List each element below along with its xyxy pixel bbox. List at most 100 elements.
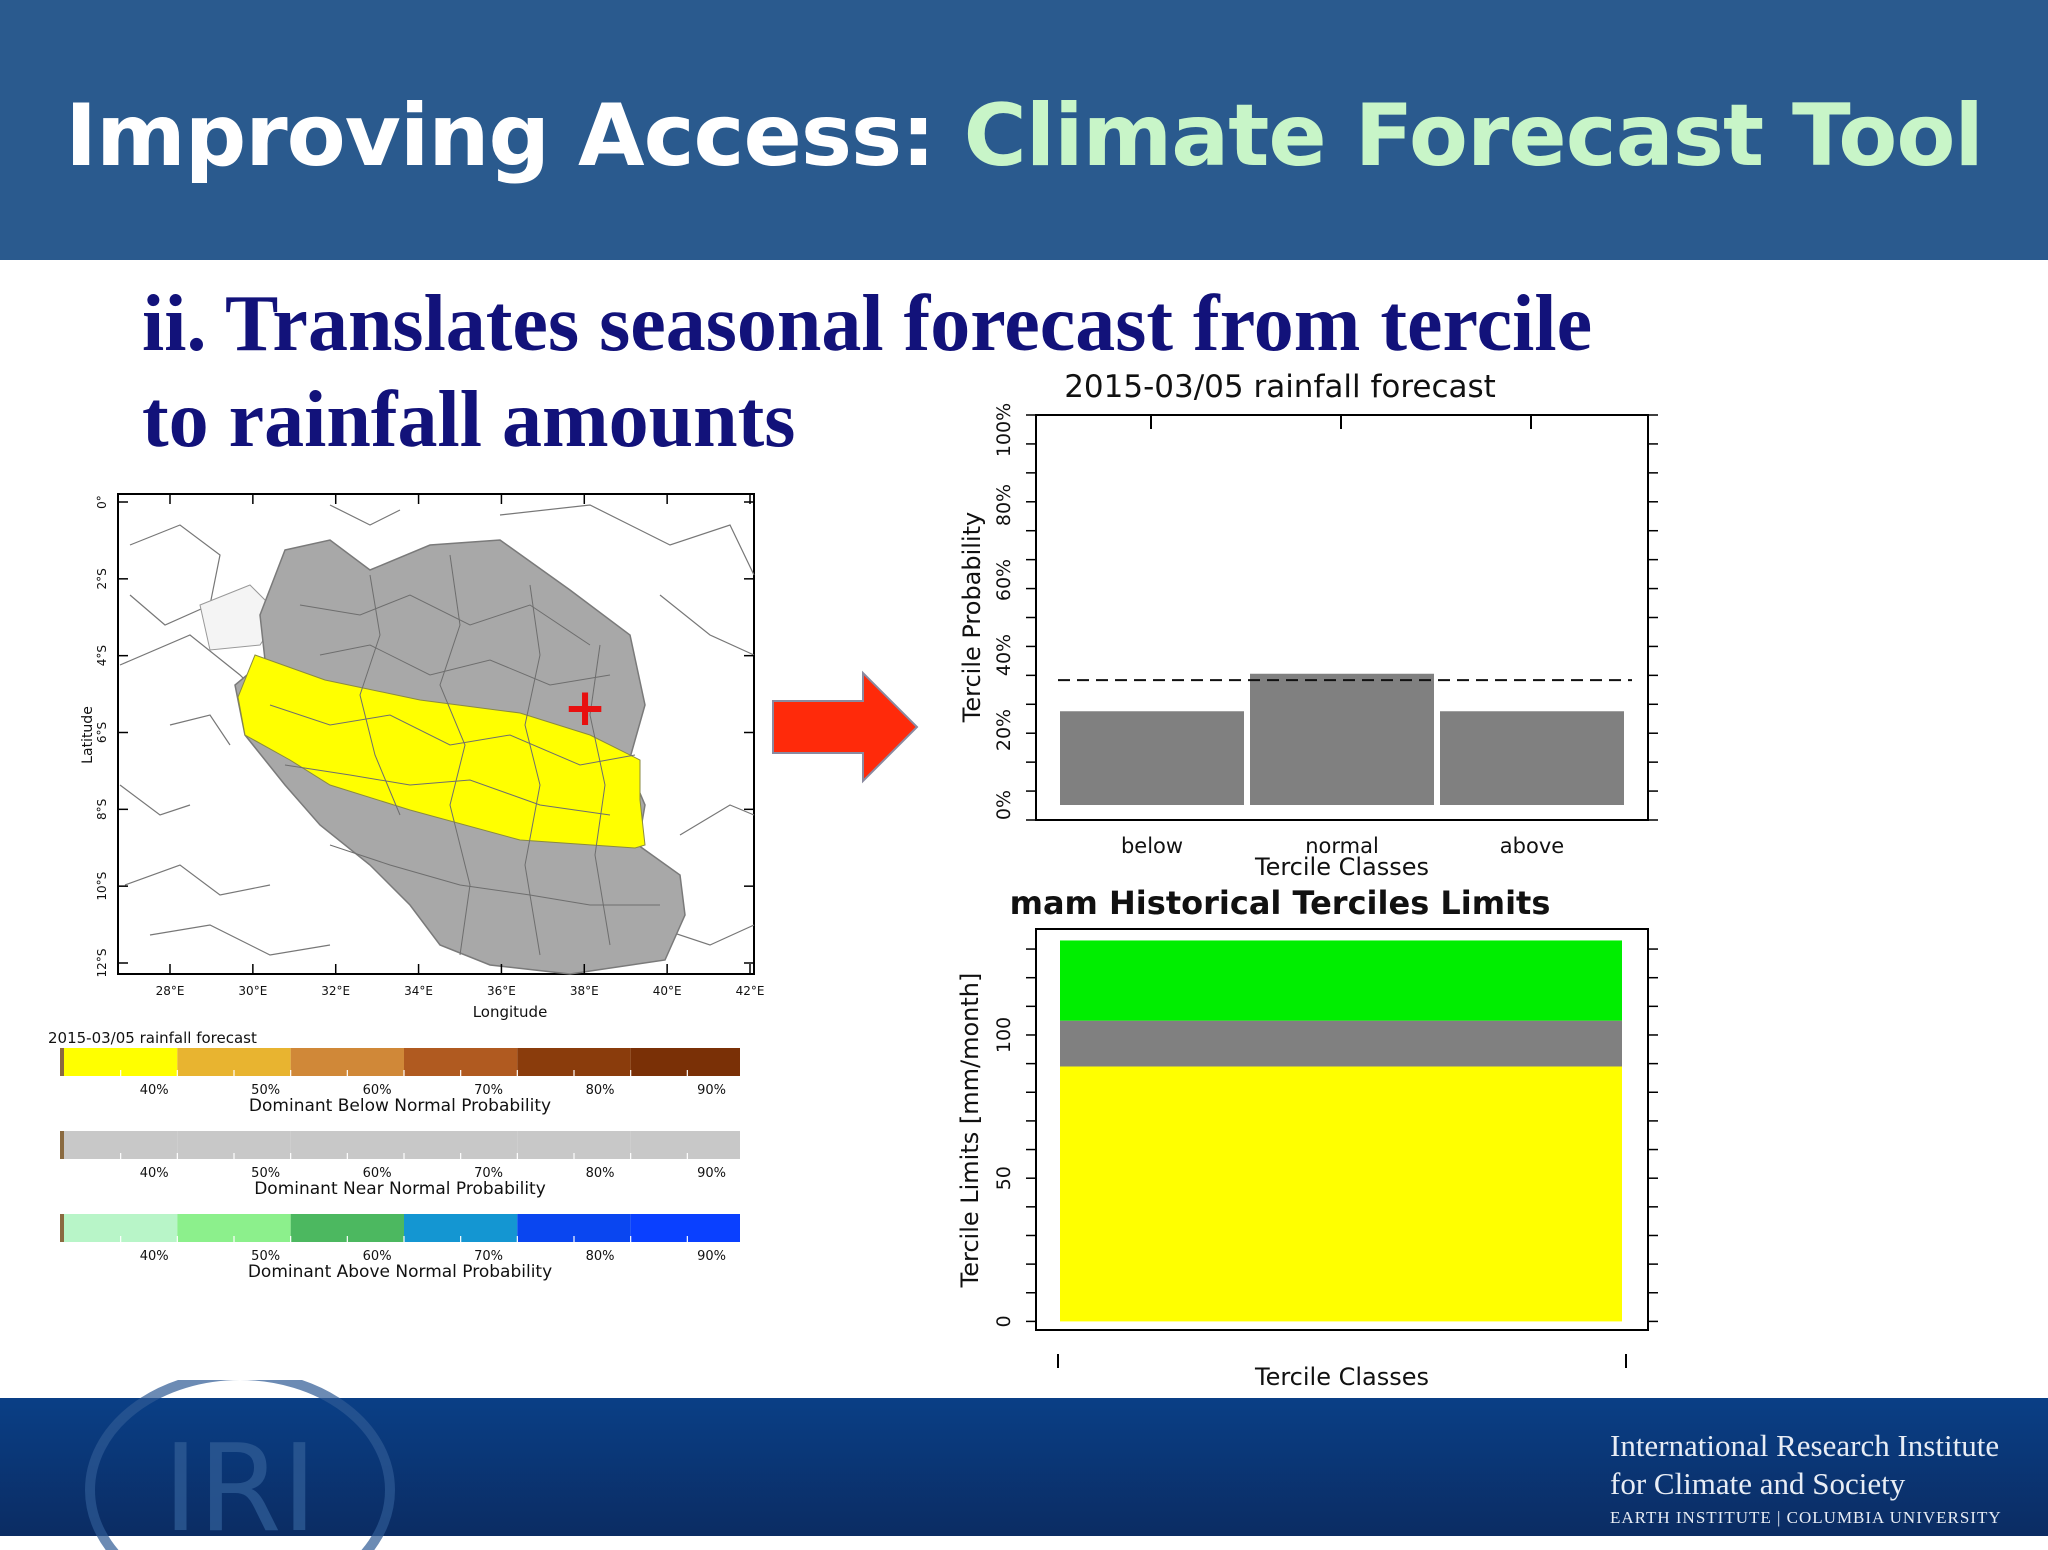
lon-tick-label: 40°E [653,984,682,998]
chart1-xlabel: Tercile Classes [1254,853,1429,881]
slide-subtitle: ii. Translates seasonal forecast from te… [142,276,1842,468]
legend-title: 2015-03/05 rainfall forecast [48,1029,257,1047]
lat-tick-label: 12°S [95,949,109,978]
chart2-y-ticks: 0 50 100 [993,1017,1015,1328]
chart2-ytick-label: 50 [993,1166,1015,1190]
chart1-ytick-label: 60% [993,559,1015,601]
chart1-xtick-label: above [1500,834,1564,858]
chart1-ytick-label: 20% [993,709,1015,751]
legend-bar-cap [60,1131,64,1159]
subtitle-line-2: to rainfall amounts [142,376,796,464]
title-banner: Improving Access: Climate Forecast Tool [0,0,2048,260]
chart1-x-ticks: below normal above [1121,834,1564,858]
legend-tick-label: 90% [697,1166,726,1181]
chart1-bar [1060,711,1244,805]
lat-tick-label: 10°S [95,872,109,901]
tercile-limits-chart: mam Historical Terciles Limits 0 50 100 Te… [956,884,1658,1391]
forecast-map: + 0° 2°S 4°S 6°S 8°S 10°S 12°S 28°E 30°E 32°E 34°… [80,493,765,1021]
legend-tick-label: 50% [251,1249,280,1264]
chart1-xtick-label: normal [1305,834,1379,858]
longitude-ticks: 28°E 30°E 32°E 34°E 36°E 38°E 40°E 42°E [156,494,765,998]
lon-tick-label: 38°E [570,984,599,998]
legend-bar-label: Dominant Below Normal Probability [249,1096,551,1116]
lon-tick-label: 34°E [404,984,433,998]
legend-tick-label: 50% [251,1166,280,1181]
legend-tick-label: 80% [586,1083,615,1098]
legend-bar-label: Dominant Above Normal Probability [248,1262,552,1282]
chart1-xtick-label: below [1121,834,1183,858]
chart2-ytick-label: 100 [993,1017,1015,1053]
chart1-ytick-label: 40% [993,634,1015,676]
legend-color-swatch [630,1214,740,1242]
chart2-ytick-label: 0 [993,1315,1015,1327]
lat-tick-label: 0° [95,495,109,509]
chart1-title: 2015-03/05 rainfall forecast [1064,369,1496,405]
iri-logo-text: IRI [163,1420,317,1550]
chart1-ytick-label: 0% [993,790,1015,820]
legend-tick-label: 60% [363,1083,392,1098]
institution-line-1: International Research Institute [1610,1428,2000,1463]
chart1-ytick-label: 80% [993,484,1015,526]
legend-tick-label: 40% [140,1249,169,1264]
legend-color-swatch [630,1131,740,1159]
latitude-ticks: 0° 2°S 4°S 6°S 8°S 10°S 12°S [95,495,754,977]
chart1-bar [1250,673,1434,805]
district-lines [269,554,660,956]
lon-tick-label: 42°E [736,984,765,998]
chart1-ytick-label: 100% [993,403,1015,457]
chart2-ylabel: Tercile Limits [mm/month] [956,973,984,1289]
title-prefix: Improving Access: [65,86,964,186]
slide-title: Improving Access: Climate Forecast Tool [0,86,2048,186]
legend-tick-label: 50% [251,1083,280,1098]
chart1-frame-ticks [1026,414,1658,821]
lat-tick-label: 2°S [95,568,109,589]
legend-color-swatch [630,1048,740,1076]
tercile-probability-chart: 2015-03/05 rainfall forecast 0% 20% 40% 60%… [958,369,1658,881]
lon-tick-label: 30°E [238,984,267,998]
lon-tick-label: 36°E [487,984,516,998]
location-marker: + [563,678,607,738]
chart2-band [1060,940,1622,1021]
lon-tick-label: 28°E [156,984,185,998]
map-ylabel: Latitude [80,706,96,764]
title-highlight: Climate Forecast Tool [963,86,1984,186]
legend-tick-label: 70% [474,1166,503,1181]
legend-tick-label: 70% [474,1083,503,1098]
chart1-bar [1440,711,1624,805]
chart2-band [1060,1020,1622,1067]
institution-line-2: for Climate and Society [1610,1466,1906,1501]
legend-tick-label: 90% [697,1249,726,1264]
right-arrow-icon [772,670,919,784]
legend-tick-label: 80% [586,1166,615,1181]
lon-tick-label: 32°E [321,984,350,998]
chart2-xlabel: Tercile Classes [1254,1363,1429,1391]
chart2-band [1060,1066,1622,1322]
map-xlabel: Longitude [473,1003,548,1021]
legend-tick-label: 60% [363,1166,392,1181]
footer-banner [0,1398,2048,1536]
legend-tick-label: 60% [363,1249,392,1264]
chart2-title: mam Historical Terciles Limits [1010,884,1551,922]
legend-tick-label: 70% [474,1249,503,1264]
legend-tick-label: 40% [140,1083,169,1098]
lat-tick-label: 8°S [95,799,109,820]
lat-tick-label: 6°S [95,722,109,743]
iri-logo: IRI [85,1380,395,1550]
chart2-frame [1035,928,1649,1331]
legend-tick-label: 40% [140,1166,169,1181]
legend-bar-cap [60,1214,64,1242]
lat-tick-label: 4°S [95,645,109,666]
institution-affiliation: EARTH INSTITUTE | COLUMBIA UNIVERSITY [1610,1508,2002,1527]
probability-legend: 2015-03/05 rainfall forecast 40% 50% 60% 70… [48,1029,745,1282]
legend-bars: 40% 50% 60% 70% 80% 90% Dominant Below Normal … [60,1048,745,1282]
chart2-bands [1060,940,1622,1322]
chart1-y-ticks: 0% 20% 40% 60% 80% 100% [993,403,1015,820]
chart1-ylabel: Tercile Probability [958,512,986,723]
below-normal-region [237,654,646,849]
legend-bar-label: Dominant Near Normal Probability [254,1179,546,1199]
subtitle-line-1: ii. Translates seasonal forecast from te… [142,280,1593,368]
legend-tick-label: 80% [586,1249,615,1264]
legend-tick-label: 90% [697,1083,726,1098]
institution-name: International Research Institute for Cli… [1610,1427,2040,1529]
chart2-frame-ticks [1026,948,1658,1323]
